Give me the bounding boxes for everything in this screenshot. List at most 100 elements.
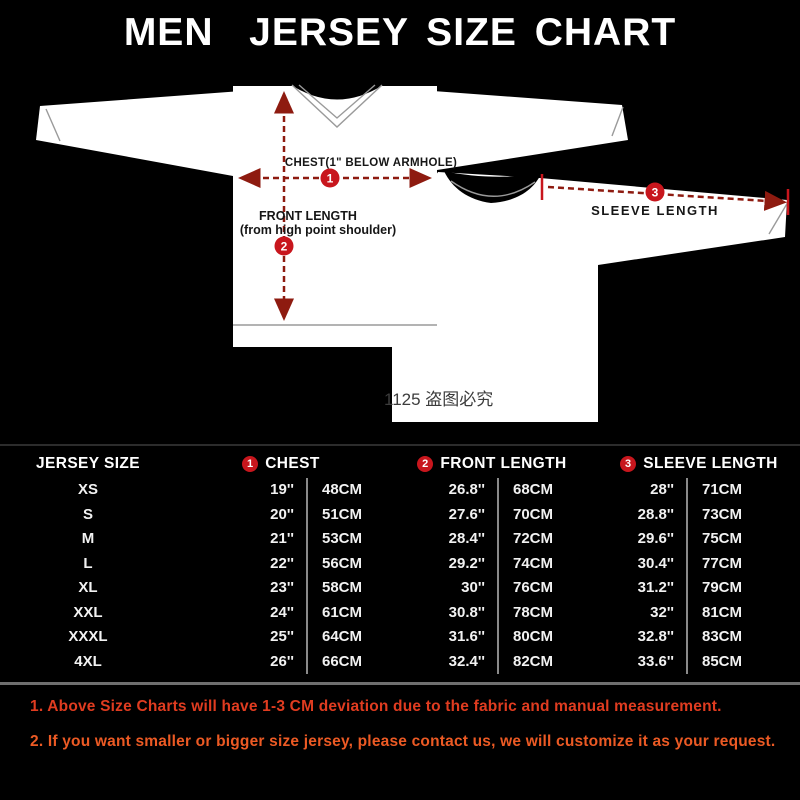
size-table: JERSEY SIZE 1 CHEST 2 FRONT LENGTH 3 SLE… bbox=[0, 450, 800, 674]
cell-chest-in: 21'' bbox=[270, 530, 294, 547]
cell-front-in: 32.4'' bbox=[448, 652, 485, 670]
cell-size: XL bbox=[78, 579, 98, 596]
front-length-marker-badge bbox=[274, 236, 294, 256]
table-row: 4XL 26'' 66CM 32.4'' 82CM 33.6'' 85CM bbox=[0, 649, 800, 674]
cell-chest-cm: 61CM bbox=[306, 600, 400, 625]
cell-sleeve-cm: 85CM bbox=[686, 649, 800, 674]
cell-front-cm: 70CM bbox=[497, 502, 600, 527]
note-customize: 2. If you want smaller or bigger size je… bbox=[30, 733, 776, 750]
cell-chest-in: 22'' bbox=[270, 554, 294, 572]
jersey-back-view bbox=[392, 171, 789, 422]
cell-chest-cm: 56CM bbox=[306, 551, 400, 576]
table-row: S 20'' 51CM 27.6'' 70CM 28.8'' 73CM bbox=[0, 502, 800, 527]
section-divider-top bbox=[0, 444, 800, 446]
front-length-label: FRONT LENGTH bbox=[259, 209, 357, 223]
cell-size: XXXL bbox=[68, 628, 108, 645]
table-row: XS 19'' 48CM 26.8'' 68CM 28'' 71CM bbox=[0, 478, 800, 503]
front-length-sublabel: (from high point shoulder) bbox=[240, 223, 396, 237]
cell-sleeve-in: 29.6'' bbox=[637, 530, 674, 547]
cell-chest-in: 26'' bbox=[270, 652, 294, 670]
cell-sleeve-in: 28'' bbox=[650, 481, 674, 498]
header-sleeve-length: 3 SLEEVE LENGTH bbox=[598, 450, 800, 478]
sleeve-marker-number: 3 bbox=[652, 186, 659, 200]
sleeve-length-measurement: SLEEVE LENGTH 3 bbox=[540, 174, 790, 218]
front-length-measurement: FRONT LENGTH (from high point shoulder) … bbox=[240, 91, 396, 321]
table-row: XXL 24'' 61CM 30.8'' 78CM 32'' 81CM bbox=[0, 600, 800, 625]
cell-front-in: 27.6'' bbox=[448, 505, 485, 523]
cell-sleeve-cm: 83CM bbox=[686, 625, 800, 650]
chest-marker-number: 1 bbox=[327, 172, 334, 186]
jersey-front-view bbox=[36, 78, 628, 347]
right-cuff-seam bbox=[611, 106, 624, 137]
note-deviation: 1. Above Size Charts will have 1-3 CM de… bbox=[30, 698, 722, 715]
cell-sleeve-cm: 73CM bbox=[686, 502, 800, 527]
cell-front-in: 31.6'' bbox=[448, 628, 485, 645]
table-row: XL 23'' 58CM 30'' 76CM 31.2'' 79CM bbox=[0, 576, 800, 601]
cell-chest-cm: 64CM bbox=[306, 625, 400, 650]
header-chest: 1 CHEST bbox=[176, 450, 386, 478]
chest-measurement-label: CHEST(1" BELOW ARMHOLE) bbox=[285, 157, 457, 169]
cell-chest-in: 20'' bbox=[270, 505, 294, 523]
back-collar-seam bbox=[450, 180, 536, 197]
cell-chest-in: 25'' bbox=[270, 628, 294, 645]
cell-chest-cm: 66CM bbox=[306, 649, 400, 674]
header-front-length-label: FRONT LENGTH bbox=[440, 455, 567, 472]
table-header-row: JERSEY SIZE 1 CHEST 2 FRONT LENGTH 3 SLE… bbox=[0, 450, 800, 478]
header-chest-label: CHEST bbox=[265, 455, 320, 472]
front-length-badge: 2 bbox=[417, 456, 434, 472]
cell-front-in: 30'' bbox=[461, 579, 485, 596]
header-jersey-size: JERSEY SIZE bbox=[0, 450, 176, 478]
front-left-sleeve bbox=[36, 87, 295, 176]
cell-sleeve-in: 32'' bbox=[650, 603, 674, 621]
cell-chest-cm: 51CM bbox=[306, 502, 400, 527]
cell-sleeve-cm: 79CM bbox=[686, 576, 800, 601]
cell-front-in: 29.2'' bbox=[448, 554, 485, 572]
cell-chest-cm: 53CM bbox=[306, 527, 400, 552]
sleeve-length-badge: 3 bbox=[620, 456, 637, 472]
sleeve-arrow bbox=[547, 185, 787, 211]
chest-measurement: CHEST(1" BELOW ARMHOLE) 1 bbox=[238, 157, 457, 188]
jersey-measurement-diagram: CHEST(1" BELOW ARMHOLE) 1 FRONT LENGTH (… bbox=[36, 78, 790, 422]
cell-front-in: 26.8'' bbox=[448, 481, 485, 498]
cell-front-in: 28.4'' bbox=[448, 530, 485, 547]
cell-size: XS bbox=[77, 481, 98, 498]
cell-sleeve-cm: 81CM bbox=[686, 600, 800, 625]
section-divider-bottom bbox=[0, 682, 800, 685]
header-front-length: 2 FRONT LENGTH bbox=[386, 450, 598, 478]
table-row: XXXL 25'' 64CM 31.6'' 80CM 32.8'' 83CM bbox=[0, 625, 800, 650]
chest-badge: 1 bbox=[242, 456, 259, 472]
left-cuff-seam bbox=[45, 108, 61, 142]
cell-front-cm: 74CM bbox=[497, 551, 600, 576]
cell-sleeve-in: 30.4'' bbox=[637, 554, 674, 572]
v-collar-seam-inner bbox=[298, 84, 376, 119]
cell-sleeve-in: 31.2'' bbox=[637, 579, 674, 596]
jersey-back-body bbox=[392, 172, 787, 422]
chest-marker-badge bbox=[320, 168, 340, 188]
header-jersey-size-label: JERSEY SIZE bbox=[35, 455, 141, 472]
cell-size: M bbox=[81, 530, 95, 547]
cell-sleeve-cm: 71CM bbox=[686, 478, 800, 503]
front-body bbox=[233, 86, 437, 347]
cell-size: L bbox=[83, 554, 93, 572]
cell-chest-cm: 58CM bbox=[306, 576, 400, 601]
watermark: 1125 盗图必究 bbox=[384, 390, 493, 409]
cell-front-cm: 72CM bbox=[497, 527, 600, 552]
table-row: M 21'' 53CM 28.4'' 72CM 29.6'' 75CM bbox=[0, 527, 800, 552]
cell-front-in: 30.8'' bbox=[448, 603, 485, 621]
header-sleeve-length-label: SLEEVE LENGTH bbox=[643, 455, 778, 472]
sleeve-length-label: SLEEVE LENGTH bbox=[591, 203, 719, 218]
cell-chest-in: 23'' bbox=[270, 579, 294, 596]
page-title: MEN JERSEY SIZE CHART bbox=[123, 11, 677, 54]
cell-front-cm: 76CM bbox=[497, 576, 600, 601]
cell-front-cm: 78CM bbox=[497, 600, 600, 625]
notes-section: 1. Above Size Charts will have 1-3 CM de… bbox=[30, 698, 790, 768]
front-right-sleeve bbox=[380, 87, 628, 170]
cell-chest-in: 19'' bbox=[270, 481, 294, 498]
back-neck-opening bbox=[444, 171, 541, 203]
cell-sleeve-in: 32.8'' bbox=[637, 628, 674, 645]
cell-size: S bbox=[82, 505, 93, 523]
cell-size: 4XL bbox=[74, 652, 102, 670]
cell-front-cm: 82CM bbox=[497, 649, 600, 674]
cell-chest-cm: 48CM bbox=[306, 478, 400, 503]
